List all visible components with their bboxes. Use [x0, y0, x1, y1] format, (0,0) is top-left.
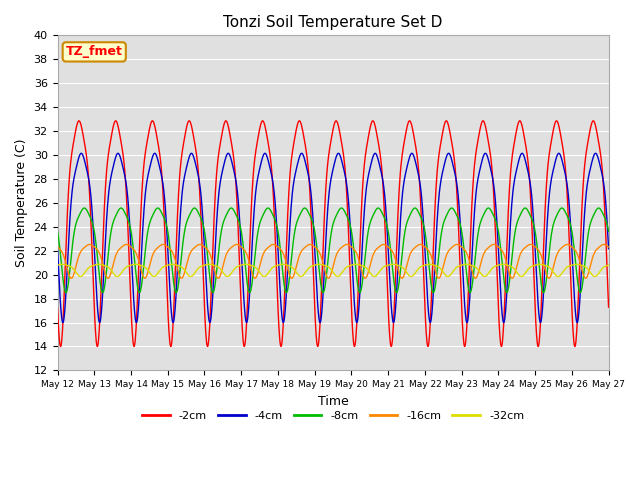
Text: TZ_fmet: TZ_fmet — [66, 46, 123, 59]
Legend: -2cm, -4cm, -8cm, -16cm, -32cm: -2cm, -4cm, -8cm, -16cm, -32cm — [138, 406, 529, 425]
Y-axis label: Soil Temperature (C): Soil Temperature (C) — [15, 139, 28, 267]
Title: Tonzi Soil Temperature Set D: Tonzi Soil Temperature Set D — [223, 15, 443, 30]
X-axis label: Time: Time — [317, 395, 348, 408]
